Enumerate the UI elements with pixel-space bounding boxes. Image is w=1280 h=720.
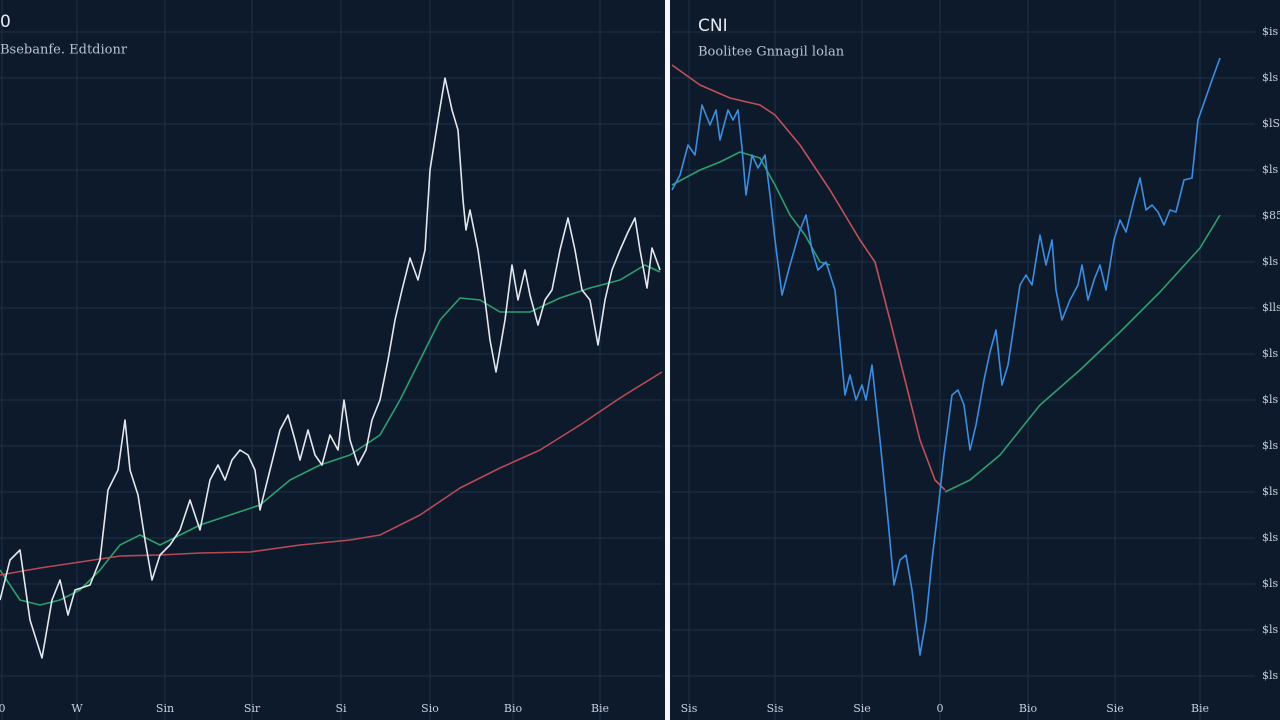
y-tick-label: $ls: [1262, 255, 1279, 268]
y-tick-label: $ls: [1262, 393, 1279, 406]
x-tick-label: Sis: [767, 702, 784, 715]
x-tick-label: Sin: [156, 702, 174, 715]
y-tick-label: $85: [1262, 209, 1280, 222]
y-tick-label: $ls: [1262, 531, 1279, 544]
panel-divider: [665, 0, 670, 720]
x-tick-label: Sie: [853, 702, 871, 715]
x-tick-label: 0: [937, 702, 944, 715]
chart-title: CNI: [698, 16, 728, 36]
label-layer: 0 Bsebanfe. Edtdionr CNI Boolitee Gnnagi…: [0, 12, 1280, 715]
x-tick-label: Sie: [1106, 702, 1124, 715]
x-tick-label: Sio: [421, 702, 439, 715]
x-tick-label: Si: [335, 702, 347, 715]
y-tick-label: $ls: [1262, 577, 1279, 590]
series-line: [671, 64, 946, 491]
y-tick-label: $ls: [1262, 347, 1279, 360]
x-tick-label: W: [71, 702, 83, 715]
y-tick-label: $ls: [1262, 485, 1279, 498]
series-line: [0, 371, 663, 576]
x-tick-label: Bio: [1019, 702, 1038, 715]
y-tick-label: $lls: [1262, 301, 1280, 314]
chart-subtitle: Bsebanfe. Edtdionr: [0, 43, 128, 58]
x-tick-label: Bie: [1191, 702, 1209, 715]
chart-subtitle: Boolitee Gnnagil lolan: [698, 45, 845, 60]
series-line: [0, 77, 661, 659]
x-tick-label: Sis: [681, 702, 698, 715]
y-tick-label: $is: [1262, 25, 1279, 38]
y-tick-label: $ls: [1262, 669, 1279, 682]
x-tick-label: Sir: [244, 702, 261, 715]
x-tick-label: 0: [0, 702, 6, 715]
x-tick-label: Bie: [591, 702, 609, 715]
y-tick-label: $ls: [1262, 623, 1279, 636]
x-tick-label: Bio: [504, 702, 523, 715]
y-tick-label: $ls: [1262, 163, 1279, 176]
series-line: [671, 57, 1221, 656]
y-tick-label: $ls: [1262, 71, 1279, 84]
y-tick-label: $ls: [1262, 439, 1279, 452]
y-tick-label: $lS: [1262, 117, 1280, 130]
line-layer: [0, 57, 1221, 659]
chart-title: 0: [0, 12, 11, 32]
